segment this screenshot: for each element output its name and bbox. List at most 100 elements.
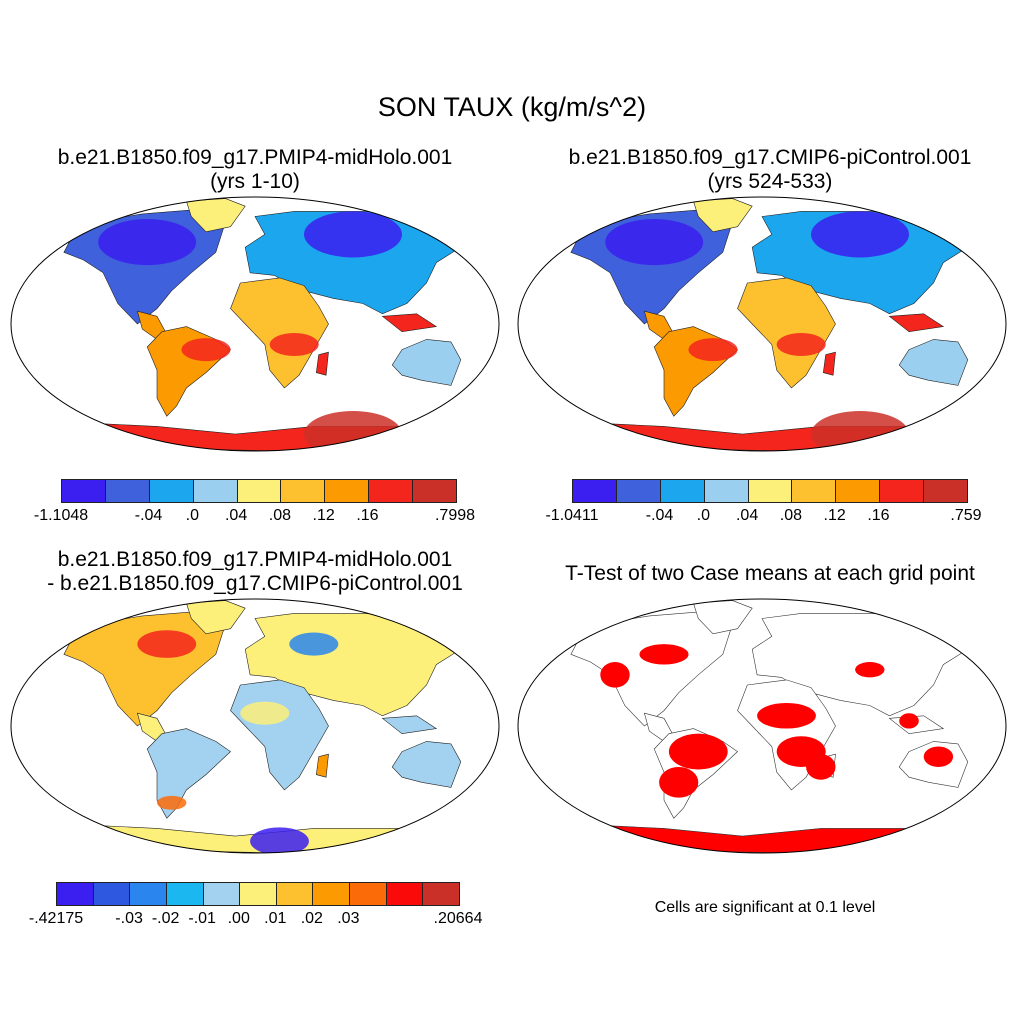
colorbar-swatch xyxy=(240,883,277,905)
field-region xyxy=(240,701,290,725)
field-region xyxy=(181,338,231,362)
colorbar-swatch xyxy=(704,480,749,502)
field-region xyxy=(250,827,309,853)
panel2-title: b.e21.B1850.f09_g17.CMIP6-piControl.001 … xyxy=(545,146,995,194)
panel1-map xyxy=(10,196,500,452)
colorbar-tick-label: -.02 xyxy=(151,910,180,927)
significant-region xyxy=(855,662,885,678)
landmass-ins xyxy=(381,715,438,735)
field-region xyxy=(811,211,909,258)
significant-region xyxy=(668,733,728,770)
colorbar-swatch xyxy=(237,480,282,502)
panel2-colorbar xyxy=(572,479,968,503)
field-region xyxy=(269,332,319,356)
field-region xyxy=(605,219,704,266)
landmass-au xyxy=(391,339,462,386)
panel3-title-line2: - b.e21.B1850.f09_g17.CMIP6-piControl.00… xyxy=(47,572,463,595)
significant-region xyxy=(600,662,630,688)
significant-region xyxy=(806,754,836,780)
landmass-ins xyxy=(888,313,945,333)
colorbar-swatch xyxy=(276,883,314,905)
field-region xyxy=(289,632,339,656)
colorbar-tick-label: -.42175 xyxy=(28,910,84,927)
landmass-mad xyxy=(315,753,329,778)
field-region xyxy=(811,411,909,451)
colorbar-tick-label: .12 xyxy=(823,507,846,524)
landmass-gl xyxy=(185,600,246,635)
colorbar-tick-label: .08 xyxy=(779,507,802,524)
colorbar-swatch xyxy=(93,883,131,905)
colorbar-swatch xyxy=(880,480,925,502)
colorbar-swatch xyxy=(166,883,204,905)
landmass-af xyxy=(737,277,836,389)
colorbar-tick-label: .08 xyxy=(268,507,291,524)
colorbar-tick-label: .12 xyxy=(312,507,335,524)
significant-region xyxy=(639,644,689,665)
panel3-title: b.e21.B1850.f09_g17.PMIP4-midHolo.001 - … xyxy=(30,548,480,596)
colorbar-tick-label: .03 xyxy=(337,910,360,927)
landmass-au xyxy=(391,741,462,788)
landmass-gl xyxy=(185,198,246,233)
significant-region xyxy=(659,766,699,798)
colorbar-tick-label: .759 xyxy=(950,507,982,524)
colorbar-tick-label: .02 xyxy=(300,910,323,927)
significant-region xyxy=(757,702,816,729)
colorbar-swatch xyxy=(423,883,460,905)
colorbar-swatch xyxy=(369,480,414,502)
colorbar-swatch xyxy=(386,883,424,905)
landmass-gl xyxy=(692,198,753,233)
colorbar-tick-label: .16 xyxy=(356,507,379,524)
colorbar-swatch xyxy=(193,480,238,502)
colorbar-tick-label: -.04 xyxy=(645,507,674,524)
colorbar-tick-label: -.04 xyxy=(134,507,163,524)
colorbar-tick-label: .04 xyxy=(224,507,248,524)
panel4-note: Cells are significant at 0.1 level xyxy=(654,899,876,916)
colorbar-swatch xyxy=(792,480,837,502)
colorbar-tick-label: -.03 xyxy=(115,910,143,927)
colorbar-tick-label: .04 xyxy=(735,507,759,524)
colorbar-swatch xyxy=(313,883,351,905)
field-region xyxy=(304,411,402,451)
colorbar-swatch xyxy=(130,883,167,905)
panel3-title-line1: b.e21.B1850.f09_g17.PMIP4-midHolo.001 xyxy=(57,548,453,571)
colorbar-swatch xyxy=(573,480,617,502)
colorbar-swatch xyxy=(281,480,326,502)
colorbar-swatch xyxy=(57,883,94,905)
colorbar-swatch xyxy=(325,480,370,502)
landmass-mad xyxy=(315,351,329,376)
colorbar-swatch xyxy=(149,480,194,502)
colorbar-tick-label: .7998 xyxy=(434,507,476,524)
panel2-map xyxy=(517,196,1007,452)
significant-region xyxy=(899,713,919,729)
figure-title: SON TAUX (kg/m/s^2) xyxy=(377,92,647,122)
field-region xyxy=(304,211,402,258)
colorbar-swatch xyxy=(62,480,106,502)
colorbar-tick-label: -.01 xyxy=(188,910,216,927)
colorbar-tick-label: .0 xyxy=(696,507,710,524)
colorbar-swatch xyxy=(660,480,705,502)
field-region xyxy=(98,219,197,266)
colorbar-tick-label: .00 xyxy=(227,910,250,927)
colorbar-swatch xyxy=(836,480,881,502)
field-region xyxy=(137,630,197,658)
field-region xyxy=(157,795,187,810)
panel3-colorbar xyxy=(56,882,460,906)
panel2-title-line2: (yrs 524-533) xyxy=(707,170,833,193)
colorbar-tick-label: .16 xyxy=(867,507,890,524)
map-border xyxy=(10,598,500,854)
colorbar-swatch xyxy=(924,480,968,502)
map-border xyxy=(10,196,500,452)
colorbar-swatch xyxy=(350,883,387,905)
colorbar-tick-label: .0 xyxy=(185,507,199,524)
colorbar-tick-label: -1.1048 xyxy=(33,507,89,524)
map-border xyxy=(517,196,1007,452)
colorbar-tick-label: .20664 xyxy=(433,910,483,927)
panel2-title-line1: b.e21.B1850.f09_g17.CMIP6-piControl.001 xyxy=(568,146,972,169)
panel4-title: T-Test of two Case means at each grid po… xyxy=(565,562,975,585)
colorbar-swatch xyxy=(413,480,457,502)
landmass-au xyxy=(898,339,969,386)
panel1-title: b.e21.B1850.f09_g17.PMIP4-midHolo.001 (y… xyxy=(30,146,480,194)
panel1-title-line2: (yrs 1-10) xyxy=(210,170,300,193)
colorbar-tick-label: -1.0411 xyxy=(545,507,599,524)
field-region xyxy=(776,332,826,356)
